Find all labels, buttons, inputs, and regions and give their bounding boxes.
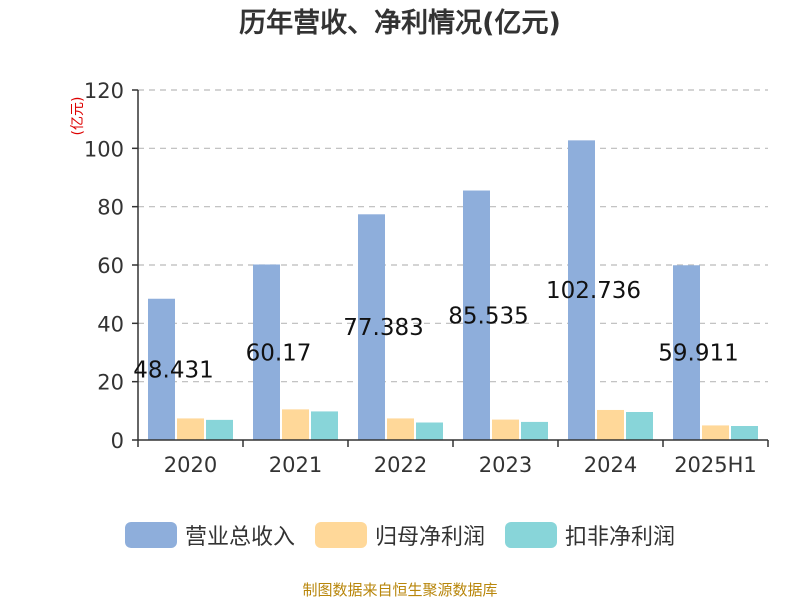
bar-net-profit-parent-2025H1 bbox=[702, 425, 729, 440]
y-tick-label: 0 bbox=[111, 429, 124, 453]
bar-net-profit-parent-2021 bbox=[282, 409, 309, 440]
data-label-revenue-2025H1: 59.911 bbox=[658, 341, 738, 367]
bar-revenue-2024 bbox=[568, 140, 595, 440]
bar-net-profit-parent-2024 bbox=[597, 409, 624, 440]
data-label-revenue-2021: 60.17 bbox=[246, 340, 312, 366]
bar-net-profit-deducted-2022 bbox=[416, 422, 443, 440]
data-label-revenue-2023: 85.535 bbox=[448, 303, 528, 329]
chart-title: 历年营收、净利情况(亿元) bbox=[239, 8, 561, 39]
bar-revenue-2023 bbox=[463, 190, 490, 440]
y-tick-label: 120 bbox=[84, 79, 124, 103]
data-source-note: 制图数据来自恒生聚源数据库 bbox=[302, 581, 498, 599]
x-tick-label-2022: 2022 bbox=[374, 453, 427, 477]
legend: 营业总收入 归母净利润 扣非净利润 bbox=[0, 518, 800, 552]
bar-revenue-2022 bbox=[358, 214, 385, 440]
legend-label-net-profit-parent: 归母净利润 bbox=[374, 525, 485, 550]
x-tick-label-2024: 2024 bbox=[584, 453, 637, 477]
bar-revenue-2025H1 bbox=[673, 265, 700, 440]
legend-swatch-net-profit-parent bbox=[314, 522, 367, 548]
bar-net-profit-parent-2020 bbox=[177, 418, 204, 440]
bar-net-profit-parent-2023 bbox=[492, 419, 519, 440]
y-tick-label: 80 bbox=[97, 196, 124, 220]
legend-swatch-revenue bbox=[124, 522, 177, 548]
y-tick-label: 100 bbox=[84, 137, 124, 161]
x-tick-label-2025H1: 2025H1 bbox=[674, 453, 757, 477]
bar-net-profit-parent-2022 bbox=[387, 418, 414, 440]
data-label-revenue-2024: 102.736 bbox=[546, 278, 641, 304]
bar-revenue-2021 bbox=[253, 264, 280, 440]
legend-label-net-profit-deducted: 扣非净利润 bbox=[565, 525, 676, 550]
legend-item-net-profit-parent[interactable]: 归母净利润 bbox=[314, 519, 485, 551]
data-label-revenue-2020: 48.431 bbox=[133, 357, 213, 383]
data-label-revenue-2022: 77.383 bbox=[343, 315, 423, 341]
x-tick-label-2020: 2020 bbox=[164, 453, 217, 477]
legend-item-net-profit-deducted[interactable]: 扣非净利润 bbox=[505, 519, 675, 551]
bar-net-profit-deducted-2025H1 bbox=[731, 426, 758, 440]
legend-item-revenue[interactable]: 营业总收入 bbox=[124, 519, 295, 551]
y-tick-label: 20 bbox=[97, 371, 124, 395]
y-tick-label: 40 bbox=[97, 312, 124, 336]
bar-revenue-2020 bbox=[148, 298, 175, 440]
bar-net-profit-deducted-2024 bbox=[626, 412, 653, 440]
bar-net-profit-deducted-2021 bbox=[311, 411, 338, 440]
bar-net-profit-deducted-2020 bbox=[206, 419, 233, 440]
y-axis-unit-label: (亿元) bbox=[70, 97, 86, 136]
legend-label-revenue: 营业总收入 bbox=[184, 525, 295, 550]
x-tick-label-2021: 2021 bbox=[269, 453, 322, 477]
x-tick-label-2023: 2023 bbox=[479, 453, 532, 477]
legend-swatch-net-profit-deducted bbox=[505, 522, 557, 548]
y-tick-label: 60 bbox=[97, 254, 124, 278]
bar-net-profit-deducted-2023 bbox=[521, 421, 548, 440]
